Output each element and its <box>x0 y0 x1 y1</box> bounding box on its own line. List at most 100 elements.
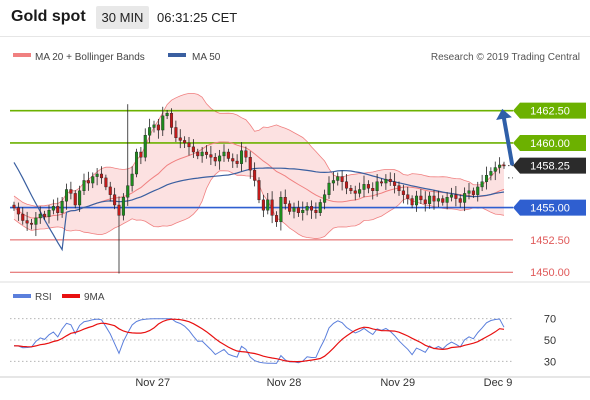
candle <box>327 176 331 199</box>
candle <box>449 187 454 202</box>
candle-body <box>43 213 47 217</box>
rsi-pane: 30 50 70 <box>10 314 556 368</box>
candle <box>419 189 423 204</box>
candle-body <box>78 190 82 206</box>
candle <box>113 187 117 210</box>
candle <box>25 211 29 231</box>
candle <box>274 211 279 227</box>
candle-body <box>73 193 77 206</box>
candle <box>393 173 397 194</box>
candle <box>340 170 344 191</box>
candle <box>463 187 467 212</box>
candle-body <box>56 206 60 213</box>
candle <box>148 118 152 143</box>
candle <box>139 146 143 165</box>
moving-averages <box>13 141 505 252</box>
candle <box>95 168 99 186</box>
candle-body <box>489 171 493 176</box>
candle-body <box>60 200 64 213</box>
candle-body <box>204 151 209 155</box>
candle-body <box>253 169 257 181</box>
rsi-tick-70: 70 <box>544 314 556 326</box>
candle <box>288 200 292 215</box>
candle-body <box>358 189 362 194</box>
rsi-ma-line <box>13 318 505 363</box>
candle <box>82 173 86 195</box>
candle <box>130 166 134 192</box>
candle-body <box>16 207 20 215</box>
candle-body <box>436 198 440 202</box>
candle-body <box>484 175 489 182</box>
candle-body <box>200 151 204 157</box>
candle-body <box>384 178 388 184</box>
bollinger-legend-swatch <box>13 53 31 57</box>
candle-body <box>196 151 200 157</box>
candle-body <box>301 209 305 213</box>
candle-body <box>288 203 292 212</box>
price-label-1460.00: 1460.00 <box>530 138 570 150</box>
price-levels <box>10 109 513 273</box>
rsi-legend: RSI 9MA <box>13 292 105 303</box>
candle-body <box>410 198 414 206</box>
candle-body <box>327 182 331 195</box>
candle <box>384 174 388 190</box>
candle-body <box>423 199 427 204</box>
rsi-tick-30: 30 <box>544 356 556 368</box>
candle <box>134 148 139 178</box>
candle-body <box>248 156 252 171</box>
candle-body <box>463 193 467 203</box>
candle-body <box>244 150 248 158</box>
candle-body <box>99 173 104 179</box>
candle <box>126 104 130 206</box>
candle <box>253 162 257 187</box>
candle <box>117 196 121 274</box>
candle-body <box>139 151 143 158</box>
candle-body <box>279 197 283 223</box>
candle <box>336 172 340 186</box>
candle-body <box>362 184 366 190</box>
price-label-bg-1455.00 <box>513 199 586 216</box>
candle <box>86 171 90 191</box>
candle-body <box>471 190 475 195</box>
price-label-1458.25: 1458.25 <box>530 161 570 173</box>
candle <box>51 199 55 215</box>
candle-body <box>130 173 134 186</box>
rsi-legend-label: RSI <box>35 292 52 303</box>
main-legend: MA 20 + Bollinger Bands MA 50 <box>13 52 221 63</box>
candle <box>458 194 462 208</box>
candle <box>196 148 200 160</box>
candle-body <box>428 195 432 204</box>
candle-body <box>414 195 419 206</box>
candle <box>91 172 95 189</box>
candle-body <box>117 204 121 216</box>
candle <box>213 153 217 167</box>
candle-body <box>454 194 458 199</box>
candle <box>209 145 213 165</box>
candle <box>476 181 480 202</box>
candle <box>366 180 370 194</box>
price-label-1455.00: 1455.00 <box>530 203 570 215</box>
candle-body <box>397 185 401 192</box>
candle <box>323 189 327 210</box>
candle <box>34 212 38 237</box>
candle-body <box>108 186 112 195</box>
price-labels: 1462.50 1460.00 1458.25 1455.00 1452.50 1450.… <box>513 102 586 279</box>
candle-body <box>29 222 34 225</box>
candle-body <box>134 151 139 175</box>
timeframe-button[interactable]: 30 MIN <box>96 6 149 29</box>
candle <box>257 177 261 204</box>
candle-body <box>274 215 279 223</box>
candle-body <box>353 190 357 194</box>
candle <box>371 182 375 200</box>
x-tick-label: Nov 29 <box>380 377 415 389</box>
candle-body <box>261 199 265 211</box>
projection-arrow-head <box>496 108 512 121</box>
candle <box>152 120 156 133</box>
candle-body <box>401 190 405 195</box>
candle <box>423 191 427 212</box>
candle-body <box>38 213 42 219</box>
candle <box>484 166 489 190</box>
candle-body <box>231 158 235 162</box>
candle <box>428 191 432 209</box>
